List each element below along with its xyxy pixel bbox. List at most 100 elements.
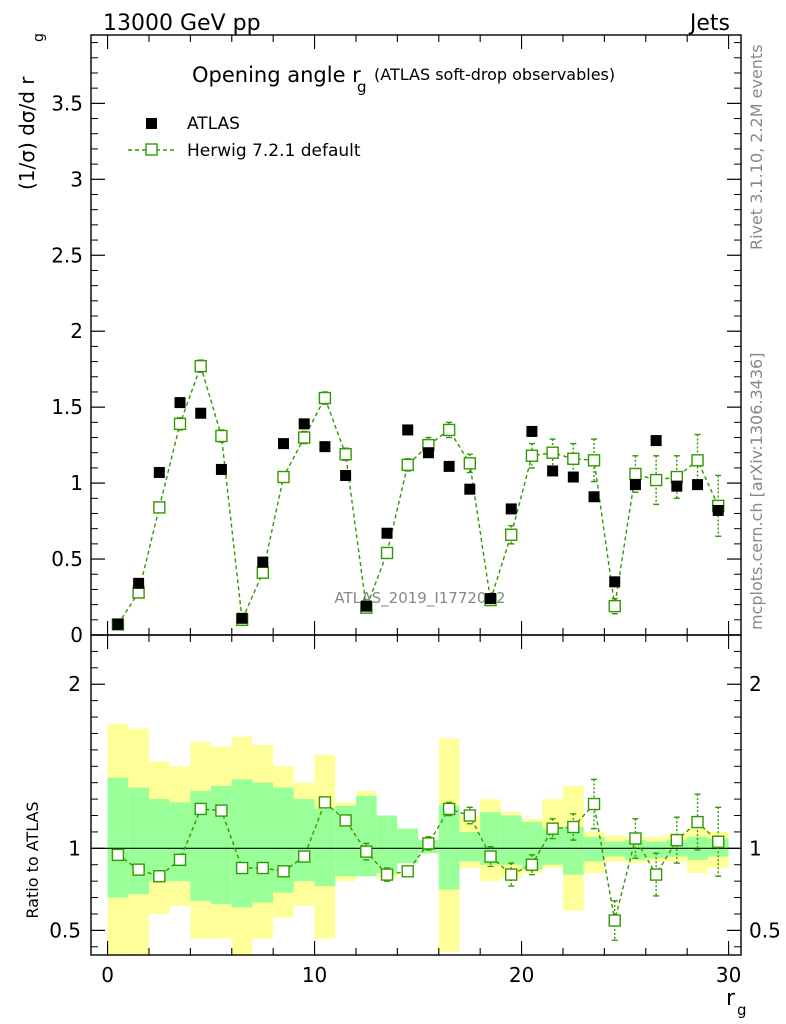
- atlas-point: [340, 470, 352, 482]
- atlas-point: [588, 491, 600, 503]
- mc-point: [215, 429, 228, 443]
- y-tick-label: 1: [70, 471, 83, 495]
- mc-point: [525, 449, 539, 462]
- ratio-y-tick-label: 1: [68, 836, 81, 860]
- legend-atlas-label: ATLAS: [187, 114, 240, 134]
- ratio-inner-band: [252, 782, 274, 903]
- ratio-panel: 0 10 20 30 0.5 0.5 1 1 2 2 Ratio to ATLAS: [23, 635, 781, 987]
- mc-point: [318, 391, 332, 405]
- ratio-inner-band: [583, 836, 605, 862]
- ratio-mc-line: [117, 801, 719, 921]
- ratio-mc-point: [505, 868, 518, 881]
- legend-atlas-marker: [146, 118, 157, 129]
- mcplots-label: mcplots.cern.ch [arXiv:1306.3436]: [747, 353, 766, 630]
- mc-point: [691, 454, 704, 467]
- ratio-inner-band: [190, 790, 212, 901]
- ratio-mc-point: [360, 845, 373, 858]
- ratio-inner-band: [604, 841, 626, 857]
- ratio-mc-point: [567, 820, 580, 834]
- y-axis-label: (1/σ) dσ/d r g: [15, 33, 47, 190]
- x-tick-label: 0: [101, 963, 114, 987]
- atlas-point: [712, 504, 724, 516]
- atlas-point: [278, 438, 290, 450]
- atlas-point: [298, 418, 310, 430]
- data-series: [112, 397, 724, 630]
- mc-point: [401, 458, 414, 472]
- ratio-mc-point: [691, 815, 704, 829]
- rivet-version-label: Rivet 3.1.10, 2.2M events: [747, 44, 766, 250]
- atlas-point: [443, 460, 455, 472]
- y-tick-label: 1.5: [51, 395, 83, 419]
- atlas-point: [671, 480, 683, 492]
- ratio-mc-point: [298, 850, 311, 863]
- y-tick-label: 3.5: [51, 91, 83, 115]
- mc-point: [277, 470, 290, 484]
- y-tick-label: 0: [70, 623, 83, 647]
- plot-title-sub: g: [357, 78, 367, 96]
- atlas-point: [381, 527, 393, 539]
- main-panel: 0 0.5 1 1.5 2 2.5 3 3.5 ATLAS_2019_I1772062 Ope…: [15, 33, 741, 647]
- mc-point: [567, 452, 580, 465]
- atlas-point: [422, 447, 434, 459]
- ratio-inner-band: [148, 799, 170, 882]
- ratio-y-tick-label-right: 0.5: [749, 918, 781, 942]
- ratio-mc-point: [608, 914, 621, 927]
- main-ticks: 0 0.5 1 1.5 2 2.5 3 3.5: [51, 35, 741, 647]
- ratio-mc-point: [422, 837, 435, 850]
- atlas-point: [485, 593, 497, 605]
- ratio-inner-band: [521, 822, 543, 870]
- atlas-point: [195, 407, 207, 419]
- atlas-point: [650, 435, 662, 447]
- mc-point: [256, 566, 270, 579]
- energy-label: 13000 GeV pp: [103, 11, 261, 36]
- y-axis-label-main: (1/σ) dσ/d r: [15, 76, 39, 190]
- atlas-point: [609, 576, 621, 588]
- mc-point: [153, 501, 166, 514]
- ratio-mc-point: [712, 835, 725, 848]
- ratio-y-tick-label: 0.5: [49, 918, 81, 942]
- plot-title: Opening angle r: [192, 63, 361, 87]
- ratio-mc-point: [339, 814, 352, 827]
- mc-point: [298, 431, 311, 444]
- ratio-mc-point: [277, 865, 290, 878]
- ratio-mc-point: [173, 853, 187, 867]
- legend: ATLAS Herwig 7.2.1 default: [128, 114, 361, 161]
- ratio-mc-point: [153, 870, 166, 883]
- mc-point: [629, 467, 642, 481]
- mc-point: [442, 423, 456, 437]
- mc-point: [194, 359, 207, 373]
- y-tick-label: 2.5: [51, 243, 83, 267]
- ratio-frame: [90, 634, 742, 956]
- ratio-inner-band: [293, 799, 315, 882]
- ratio-inner-band: [376, 815, 398, 873]
- ratio-inner-band: [211, 785, 232, 905]
- x-tick-label: 30: [716, 963, 741, 987]
- atlas-point: [547, 465, 559, 477]
- atlas-point: [567, 471, 579, 483]
- mc-point: [173, 417, 187, 431]
- ratio-mc-point: [463, 809, 477, 822]
- analysis-watermark: ATLAS_2019_I1772062: [334, 589, 505, 608]
- atlas-point: [526, 425, 538, 437]
- plot-title-main: Opening angle r: [192, 63, 361, 87]
- ratio-mc-point: [484, 850, 497, 863]
- ratio-inner-band: [562, 827, 584, 875]
- atlas-point: [236, 612, 248, 624]
- ratio-mc-point: [256, 861, 270, 875]
- ratio-mc-point: [525, 858, 539, 871]
- mc-point: [546, 446, 559, 459]
- mc-point: [463, 457, 477, 470]
- x-axis-label: r: [726, 986, 736, 1011]
- mc-point: [380, 546, 394, 560]
- ratio-mc-point: [401, 865, 414, 878]
- atlas-point: [215, 463, 227, 475]
- ratio-y-tick-label-right: 2: [749, 672, 762, 696]
- ratio-mc-point: [215, 804, 228, 817]
- plot-title-suffix: (ATLAS soft-drop observables): [374, 65, 615, 84]
- mc-point: [649, 473, 663, 487]
- ratio-mc-point: [111, 848, 125, 862]
- atlas-point: [402, 424, 414, 436]
- ratio-mc-point: [670, 833, 684, 847]
- y-tick-label: 2: [70, 319, 83, 343]
